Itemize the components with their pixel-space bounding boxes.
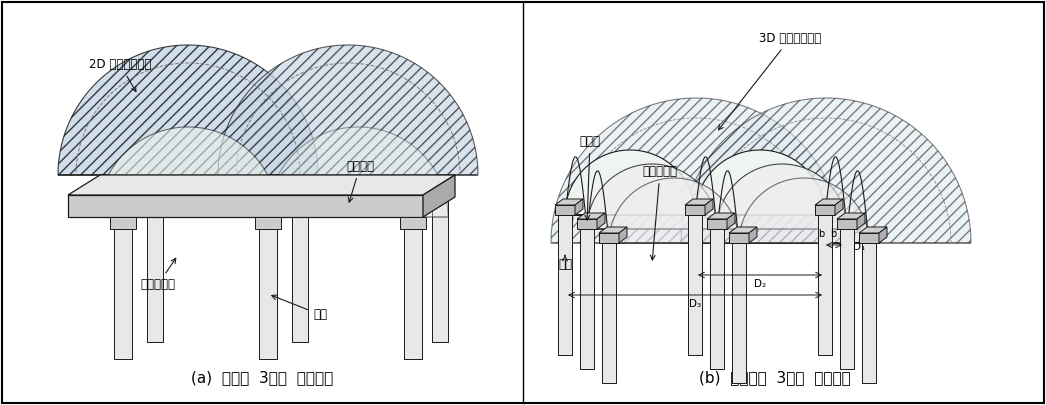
Polygon shape <box>555 205 575 215</box>
Polygon shape <box>599 227 627 233</box>
Polygon shape <box>218 45 478 175</box>
Polygon shape <box>255 217 281 229</box>
Polygon shape <box>705 199 713 215</box>
Polygon shape <box>98 127 278 217</box>
Text: 말뚝캡보: 말뚝캡보 <box>346 160 374 202</box>
Polygon shape <box>599 233 619 243</box>
Polygon shape <box>575 199 583 215</box>
Polygon shape <box>619 227 627 243</box>
Polygon shape <box>837 219 857 229</box>
Polygon shape <box>685 205 705 215</box>
Polygon shape <box>558 215 572 355</box>
Text: D₁: D₁ <box>852 242 865 252</box>
Text: D₃: D₃ <box>689 299 701 309</box>
Polygon shape <box>859 227 887 233</box>
Text: 3D 지반아치영역: 3D 지반아치영역 <box>719 32 821 130</box>
Polygon shape <box>587 164 717 229</box>
Polygon shape <box>815 205 835 215</box>
Polygon shape <box>404 229 422 359</box>
Text: 흙쐐기영역: 흙쐐기영역 <box>642 165 678 260</box>
Polygon shape <box>147 197 163 342</box>
Polygon shape <box>110 217 136 229</box>
Polygon shape <box>602 243 616 383</box>
Polygon shape <box>423 175 455 217</box>
Polygon shape <box>859 233 879 243</box>
Polygon shape <box>577 213 605 219</box>
Polygon shape <box>835 199 843 215</box>
Polygon shape <box>58 45 318 175</box>
Text: b: b <box>829 229 836 239</box>
Polygon shape <box>729 233 749 243</box>
Polygon shape <box>695 150 825 215</box>
Polygon shape <box>555 199 583 205</box>
Polygon shape <box>68 195 423 217</box>
Polygon shape <box>837 213 865 219</box>
Polygon shape <box>717 164 847 229</box>
Polygon shape <box>579 229 594 369</box>
Polygon shape <box>732 243 746 383</box>
Polygon shape <box>400 217 426 229</box>
Text: b: b <box>818 229 824 239</box>
Polygon shape <box>609 178 740 243</box>
Polygon shape <box>840 229 854 369</box>
Polygon shape <box>68 175 455 195</box>
Polygon shape <box>268 127 448 217</box>
Polygon shape <box>565 150 695 215</box>
Text: D₂: D₂ <box>754 279 766 289</box>
Text: (b)  단독캡의  3차원  지반아치: (b) 단독캡의 3차원 지반아치 <box>699 370 850 385</box>
Text: 말뚝: 말뚝 <box>272 295 327 321</box>
Polygon shape <box>862 243 876 383</box>
Polygon shape <box>879 227 887 243</box>
Text: 흙쐐기영역: 흙쐐기영역 <box>140 258 176 291</box>
Polygon shape <box>597 213 605 229</box>
Polygon shape <box>688 215 702 355</box>
Polygon shape <box>815 199 843 205</box>
Polygon shape <box>740 178 869 243</box>
Polygon shape <box>818 215 832 355</box>
Text: 말뚝: 말뚝 <box>558 255 572 271</box>
Polygon shape <box>710 229 724 369</box>
Polygon shape <box>727 213 735 229</box>
Polygon shape <box>577 219 597 229</box>
Polygon shape <box>292 197 308 342</box>
Polygon shape <box>857 213 865 229</box>
Polygon shape <box>114 229 132 359</box>
Polygon shape <box>749 227 757 243</box>
Polygon shape <box>707 213 735 219</box>
Polygon shape <box>685 199 713 205</box>
Polygon shape <box>551 98 841 243</box>
Polygon shape <box>729 227 757 233</box>
Polygon shape <box>432 197 448 342</box>
Text: (a)  캡보의  3차원  지반아치: (a) 캡보의 3차원 지반아치 <box>190 370 333 385</box>
Polygon shape <box>681 98 971 243</box>
Text: 단독캡: 단독캡 <box>579 135 600 220</box>
Polygon shape <box>707 219 727 229</box>
Text: 2D 지반아치영역: 2D 지반아치영역 <box>89 58 152 92</box>
Polygon shape <box>259 229 277 359</box>
